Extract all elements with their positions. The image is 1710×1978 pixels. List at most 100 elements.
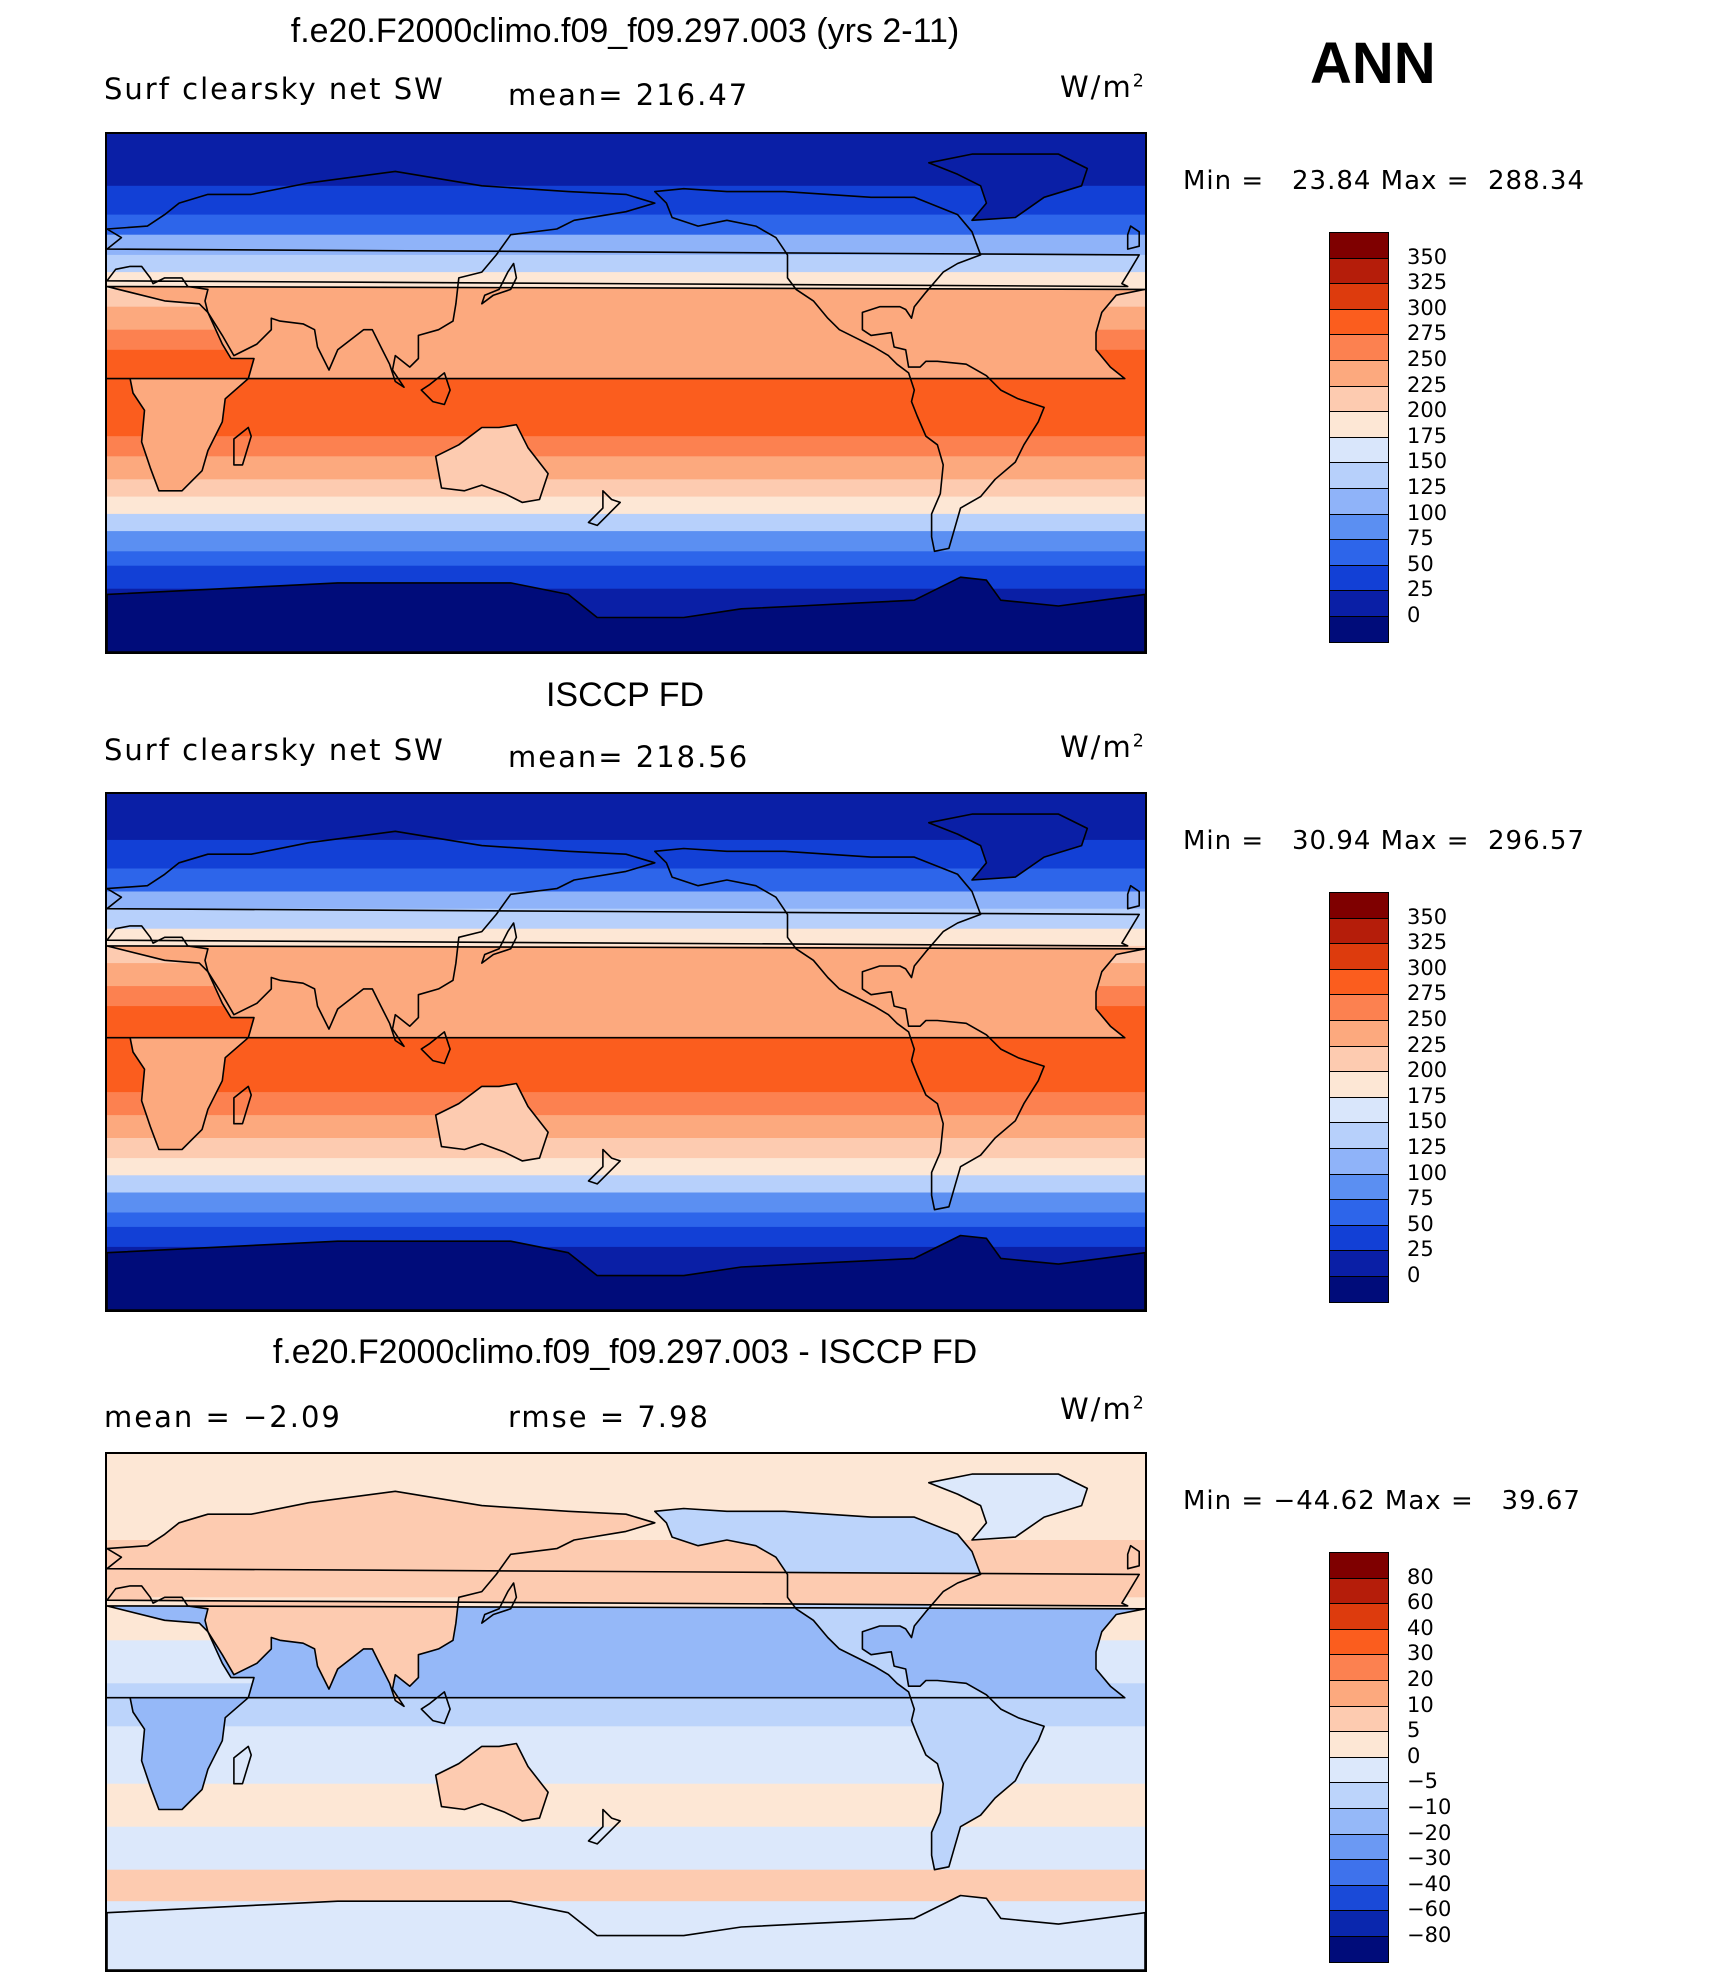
panel-3-title: f.e20.F2000climo.f09_f09.297.003 - ISCCP… — [272, 1333, 978, 1371]
japan-coastline — [481, 922, 518, 964]
colorbar-swatch — [1329, 360, 1389, 387]
colorbar-tick-label: −60 — [1407, 1897, 1452, 1922]
panel-3-mean-label: mean = −2.09 — [104, 1400, 342, 1434]
latitude-band — [107, 551, 1145, 567]
japan-coastline — [481, 262, 518, 305]
colorbar-swatch — [1329, 590, 1389, 617]
colorbar-tick-label: 300 — [1407, 955, 1448, 980]
colorbar-swatch — [1329, 539, 1389, 566]
panel-1-mean-label: mean= 216.47 — [508, 78, 750, 112]
australia-coastline — [434, 423, 549, 504]
panel-1-title: f.e20.F2000climo.f09_f09.297.003 (yrs 2-… — [290, 12, 960, 50]
colorbar-tick-label: 0 — [1407, 1743, 1421, 1768]
latitude-band — [107, 1158, 1145, 1176]
madagascar-coastline — [233, 1745, 252, 1785]
colorbar-tick-label: 50 — [1407, 1211, 1434, 1236]
greenland-fill — [928, 154, 1088, 221]
colorbar-swatch — [1329, 411, 1389, 438]
latitude-band — [107, 254, 1145, 273]
greenland-fill — [928, 814, 1088, 880]
latitude-band — [107, 513, 1145, 532]
colorbar-swatch — [1329, 1833, 1389, 1861]
colorbar-tick-label: 5 — [1407, 1718, 1421, 1743]
colorbar-swatch — [1329, 1705, 1389, 1733]
colorbar-swatch — [1329, 1199, 1389, 1226]
colorbar-tick-label: −5 — [1407, 1769, 1438, 1794]
colorbar-tick-label: 250 — [1407, 347, 1448, 371]
americas-coastline — [654, 1507, 1045, 1871]
colorbar-swatch — [1329, 616, 1389, 643]
colorbar-swatch — [1329, 1096, 1389, 1124]
colorbar-tick-label: 0 — [1407, 1263, 1421, 1287]
panel-2-mean-label: mean= 218.56 — [508, 740, 750, 774]
colorbar-swatch — [1329, 1173, 1389, 1201]
colorbar-swatch — [1329, 436, 1389, 464]
colorbar-tick-label: 175 — [1407, 423, 1448, 448]
colorbar-tick-label: 30 — [1407, 1641, 1434, 1666]
colorbar-swatch — [1329, 1884, 1389, 1912]
antarctica-coastline — [107, 1894, 1145, 1970]
greenland-coastline — [928, 153, 1089, 222]
colorbar-tick-label: 225 — [1407, 372, 1448, 397]
colorbar-swatch — [1329, 1045, 1389, 1073]
latitude-band — [107, 1869, 1145, 1902]
colorbar-swatch — [1329, 1071, 1389, 1098]
season-label: ANN — [1310, 31, 1436, 96]
nz-coastline — [587, 1148, 621, 1185]
americas-coastline — [654, 847, 1045, 1211]
latitude-band — [107, 908, 1145, 930]
latitude-band — [107, 868, 1145, 892]
colorbar-tick-label: 200 — [1407, 398, 1448, 423]
australia-coastline — [434, 1082, 549, 1162]
latitude-band — [107, 1175, 1145, 1193]
colorbar-swatch — [1329, 1756, 1389, 1784]
colorbar-tick-label: 60 — [1407, 1590, 1434, 1615]
colorbar-swatch — [1329, 1680, 1389, 1707]
latitude-band — [107, 456, 1145, 480]
colorbar-tick-label: 100 — [1407, 1160, 1448, 1185]
panel-2-variable-label: Surf clearsky net SW — [104, 733, 445, 767]
colorbar-swatch — [1329, 462, 1389, 489]
colorbar-swatch — [1329, 1224, 1389, 1252]
colorbar-tick-label: 325 — [1407, 270, 1448, 295]
madagascar-coastline — [233, 426, 252, 466]
americas-coastline — [654, 187, 1045, 553]
colorbar-tick-label: 40 — [1407, 1615, 1434, 1640]
colorbar-tick-label: −40 — [1407, 1871, 1452, 1896]
colorbar-swatch — [1329, 1577, 1389, 1605]
colorbar-tick-label: 275 — [1407, 321, 1448, 346]
colorbar-tick-label: 25 — [1407, 1237, 1434, 1262]
colorbar-swatch — [1329, 1808, 1389, 1835]
australia-fill — [435, 424, 549, 503]
colorbar-swatch — [1329, 385, 1389, 413]
colorbar-tick-label: 275 — [1407, 981, 1448, 1006]
nz-coastline — [587, 1808, 621, 1845]
panel-2-title: ISCCP FD — [545, 676, 705, 714]
colorbar-swatch — [1329, 1020, 1389, 1047]
antarctica-coastline — [107, 576, 1145, 652]
panel-2-units: W/m2 — [1060, 730, 1146, 764]
colorbar-tick-label: 20 — [1407, 1667, 1434, 1691]
colorbar-tick-label: 125 — [1407, 475, 1448, 499]
colorbar-tick-label: 225 — [1407, 1032, 1448, 1057]
colorbar-swatch — [1329, 1276, 1389, 1303]
colorbar-tick-label: 75 — [1407, 526, 1434, 551]
antarctica-fill — [107, 577, 1145, 652]
colorbar-tick-label: −20 — [1407, 1820, 1452, 1845]
colorbar-tick-label: 350 — [1407, 904, 1448, 929]
colorbar-swatch — [1329, 283, 1389, 310]
latitude-band — [107, 1092, 1145, 1116]
uk-coastline — [1126, 1544, 1140, 1570]
greenland-fill — [928, 1474, 1088, 1540]
colorbar-swatch — [1329, 513, 1389, 541]
latitude-band — [107, 1826, 1145, 1871]
colorbar-swatch — [1329, 232, 1389, 259]
colorbar-tick-label: −10 — [1407, 1795, 1452, 1819]
africa-coastline — [107, 945, 1145, 1151]
colorbar-tick-label: 325 — [1407, 930, 1448, 955]
africa-coastline — [107, 285, 1145, 492]
colorbar-tick-label: 80 — [1407, 1564, 1434, 1589]
colorbar-swatch — [1329, 1782, 1389, 1809]
panel-2-minmax: Min = 30.94 Max = 296.57 — [1183, 826, 1585, 856]
latitude-band — [107, 1138, 1145, 1159]
